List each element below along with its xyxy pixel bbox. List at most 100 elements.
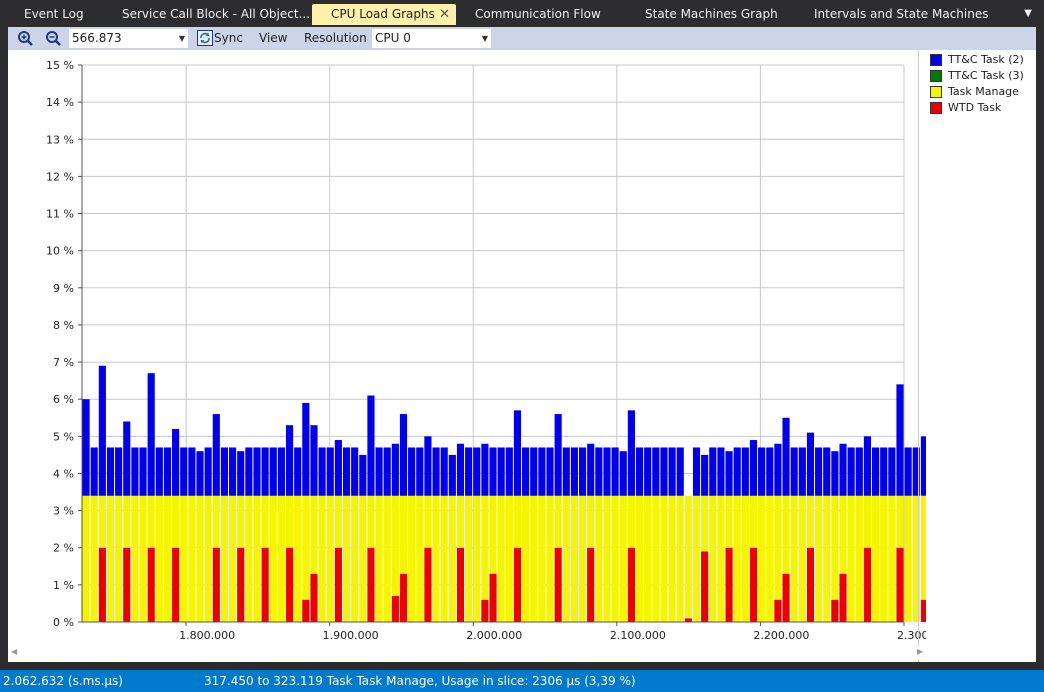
cursor-time-readout: 2.062.632 (s.ms.µs) <box>3 674 123 688</box>
bar-segment <box>513 547 522 622</box>
bar-segment <box>302 402 310 496</box>
bar-segment <box>326 447 334 496</box>
bar-segment <box>505 447 513 496</box>
bar-segment <box>465 495 473 622</box>
bar-segment <box>359 495 367 622</box>
bar-segment <box>863 495 872 548</box>
bar-segment <box>806 495 815 548</box>
bar-segment <box>774 495 782 600</box>
bar-segment <box>188 495 196 622</box>
zoom-out-icon[interactable] <box>45 30 62 47</box>
bar-segment <box>847 495 855 622</box>
bar-segment <box>489 573 497 622</box>
y-tick-label: 11 % <box>46 208 74 221</box>
bar-segment <box>611 495 619 622</box>
bar-segment <box>98 365 106 496</box>
bar-segment <box>546 447 554 496</box>
scroll-left-icon[interactable]: ◀ <box>11 647 18 656</box>
tab-state-machines-graph[interactable]: State Machines Graph <box>645 4 778 25</box>
y-tick-label: 15 % <box>46 59 74 72</box>
bar-segment <box>692 495 701 622</box>
y-tick-label: 3 % <box>53 505 74 518</box>
bar-segment <box>635 447 644 496</box>
bar-segment <box>570 495 578 622</box>
bar-segment <box>432 447 440 496</box>
bar-segment <box>863 547 872 622</box>
bar-segment <box>229 447 237 496</box>
bar-segment <box>318 447 326 496</box>
bar-segment <box>342 447 351 496</box>
cpu-load-chart[interactable]: 0 % 1 % 2 % 3 % 4 % 5 % 6 % 7 % 8 % 9 % 10 % 11 % 12… <box>8 50 926 647</box>
cpu-select-value: CPU 0 <box>375 31 411 45</box>
bar-segment <box>644 447 652 496</box>
bar-segment <box>90 447 98 496</box>
bar-segment <box>619 451 627 496</box>
bar-segment <box>237 451 245 496</box>
bar-segment <box>709 495 717 622</box>
bar-segment <box>253 447 261 496</box>
bar-segment <box>806 547 815 622</box>
bar-segment <box>269 447 277 496</box>
bar-segment <box>522 495 530 622</box>
bar-segment <box>888 495 896 622</box>
bar-segment <box>766 495 774 622</box>
legend-item-task-manage: Task Manage <box>924 85 1034 99</box>
tab-label: Service Call Block - All Object... <box>122 7 311 21</box>
zoom-in-icon[interactable] <box>17 30 34 47</box>
bar-segment <box>831 451 839 496</box>
zoom-level-combo[interactable]: 566.873 ▼ <box>68 28 189 49</box>
bar-segment <box>424 436 432 496</box>
bar-segment <box>758 447 766 496</box>
bar-segment <box>456 495 465 548</box>
bar-segment <box>513 495 522 548</box>
bar-segment <box>416 447 424 496</box>
bar-segment <box>888 447 896 496</box>
bar-segment <box>399 495 408 574</box>
resolution-label: Resolution <box>304 31 367 45</box>
bar-segment <box>188 447 196 496</box>
sync-button[interactable]: Sync <box>195 27 251 50</box>
close-icon[interactable]: ✕ <box>439 7 450 22</box>
bar-segment <box>351 447 359 496</box>
tab-event-log[interactable]: Event Log <box>24 4 84 25</box>
bar-segment <box>489 447 497 496</box>
bar-segment <box>285 495 294 548</box>
bar-segment <box>823 495 831 622</box>
bar-segment <box>448 454 456 496</box>
resolution-menu-button[interactable]: Resolution <box>304 27 367 50</box>
bar-segment <box>456 547 465 622</box>
bar-segment <box>123 421 131 496</box>
legend-label: TT&C Task (3) <box>948 69 1024 82</box>
horizontal-scrollbar[interactable]: ◀ ▶ <box>8 647 926 660</box>
cpu-select-combo[interactable]: CPU 0 ▼ <box>371 28 492 49</box>
bar-segment <box>920 599 926 622</box>
tab-intervals-and-state-machines[interactable]: Intervals and State Machines <box>814 4 988 25</box>
bar-segment <box>473 447 481 496</box>
bar-segment <box>172 428 180 496</box>
legend-swatch <box>930 102 942 114</box>
view-menu-button[interactable]: View <box>259 27 287 50</box>
y-tick-label: 2 % <box>53 542 74 555</box>
bar-segment <box>733 447 741 496</box>
tab-cpu-load-graphs[interactable]: CPU Load Graphs ✕ <box>312 4 456 25</box>
bar-segment <box>855 447 863 496</box>
bar-segment <box>351 495 359 622</box>
bar-segment <box>595 447 603 496</box>
bar-segment <box>310 425 318 496</box>
tab-communication-flow[interactable]: Communication Flow <box>475 4 601 25</box>
tab-service-call-block[interactable]: Service Call Block - All Object... <box>122 4 310 25</box>
bar-segment <box>855 495 863 622</box>
bar-segment <box>530 447 538 496</box>
bar-segment <box>155 447 163 496</box>
legend-swatch <box>930 70 942 82</box>
bar-segment <box>497 447 505 496</box>
tab-overflow-dropdown-icon[interactable]: ▼ <box>1024 8 1032 19</box>
bar-segment <box>367 495 375 548</box>
bar-segment <box>131 447 139 496</box>
bar-segment <box>180 447 188 496</box>
bar-segment <box>872 447 880 496</box>
bar-segment <box>196 495 204 622</box>
scroll-right-icon[interactable]: ▶ <box>916 647 923 656</box>
bar-segment <box>334 495 342 548</box>
bar-segment <box>603 495 611 622</box>
